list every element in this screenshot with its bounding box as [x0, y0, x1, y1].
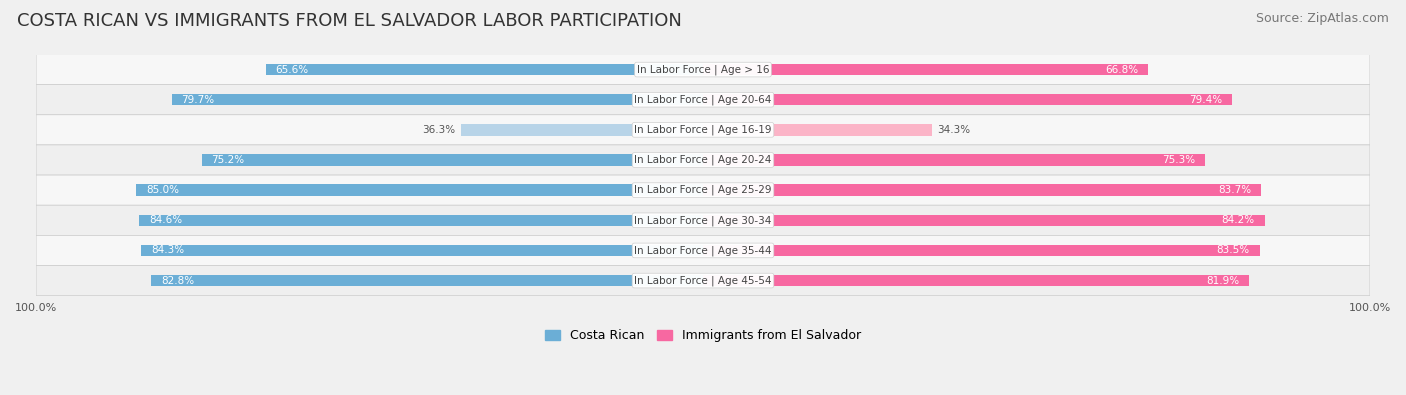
Text: In Labor Force | Age 16-19: In Labor Force | Age 16-19 [634, 124, 772, 135]
Text: 79.7%: 79.7% [181, 95, 215, 105]
Text: 75.3%: 75.3% [1161, 155, 1195, 165]
Text: 75.2%: 75.2% [211, 155, 245, 165]
Bar [703, 275, 1249, 286]
Bar [172, 94, 703, 105]
Bar [703, 64, 1149, 75]
FancyBboxPatch shape [37, 265, 1369, 295]
Text: 34.3%: 34.3% [936, 125, 970, 135]
Text: In Labor Force | Age > 16: In Labor Force | Age > 16 [637, 64, 769, 75]
Text: 84.2%: 84.2% [1222, 215, 1254, 225]
Text: 85.0%: 85.0% [146, 185, 179, 195]
Legend: Costa Rican, Immigrants from El Salvador: Costa Rican, Immigrants from El Salvador [546, 329, 860, 342]
FancyBboxPatch shape [37, 55, 1369, 85]
FancyBboxPatch shape [37, 235, 1369, 265]
Text: In Labor Force | Age 20-64: In Labor Force | Age 20-64 [634, 94, 772, 105]
Text: In Labor Force | Age 35-44: In Labor Force | Age 35-44 [634, 245, 772, 256]
Text: COSTA RICAN VS IMMIGRANTS FROM EL SALVADOR LABOR PARTICIPATION: COSTA RICAN VS IMMIGRANTS FROM EL SALVAD… [17, 12, 682, 30]
FancyBboxPatch shape [37, 205, 1369, 235]
Bar [703, 245, 1260, 256]
Text: 83.5%: 83.5% [1216, 245, 1250, 256]
Bar [136, 184, 703, 196]
Bar [703, 214, 1264, 226]
Bar [703, 124, 932, 135]
Text: 66.8%: 66.8% [1105, 64, 1139, 75]
Text: 79.4%: 79.4% [1189, 95, 1222, 105]
FancyBboxPatch shape [37, 115, 1369, 145]
Text: In Labor Force | Age 25-29: In Labor Force | Age 25-29 [634, 185, 772, 196]
Text: 36.3%: 36.3% [422, 125, 456, 135]
Bar [201, 154, 703, 166]
Text: In Labor Force | Age 20-24: In Labor Force | Age 20-24 [634, 155, 772, 165]
Bar [703, 184, 1261, 196]
FancyBboxPatch shape [37, 175, 1369, 205]
FancyBboxPatch shape [37, 85, 1369, 115]
Bar [703, 94, 1233, 105]
Bar [461, 124, 703, 135]
Text: 81.9%: 81.9% [1206, 276, 1239, 286]
Bar [139, 214, 703, 226]
Text: 65.6%: 65.6% [276, 64, 309, 75]
Text: 83.7%: 83.7% [1218, 185, 1251, 195]
Text: 84.3%: 84.3% [150, 245, 184, 256]
Bar [150, 275, 703, 286]
Text: Source: ZipAtlas.com: Source: ZipAtlas.com [1256, 12, 1389, 25]
Bar [266, 64, 703, 75]
Bar [703, 154, 1205, 166]
Text: 82.8%: 82.8% [160, 276, 194, 286]
Bar [141, 245, 703, 256]
FancyBboxPatch shape [37, 145, 1369, 175]
Text: In Labor Force | Age 30-34: In Labor Force | Age 30-34 [634, 215, 772, 226]
Text: 84.6%: 84.6% [149, 215, 181, 225]
Text: In Labor Force | Age 45-54: In Labor Force | Age 45-54 [634, 275, 772, 286]
